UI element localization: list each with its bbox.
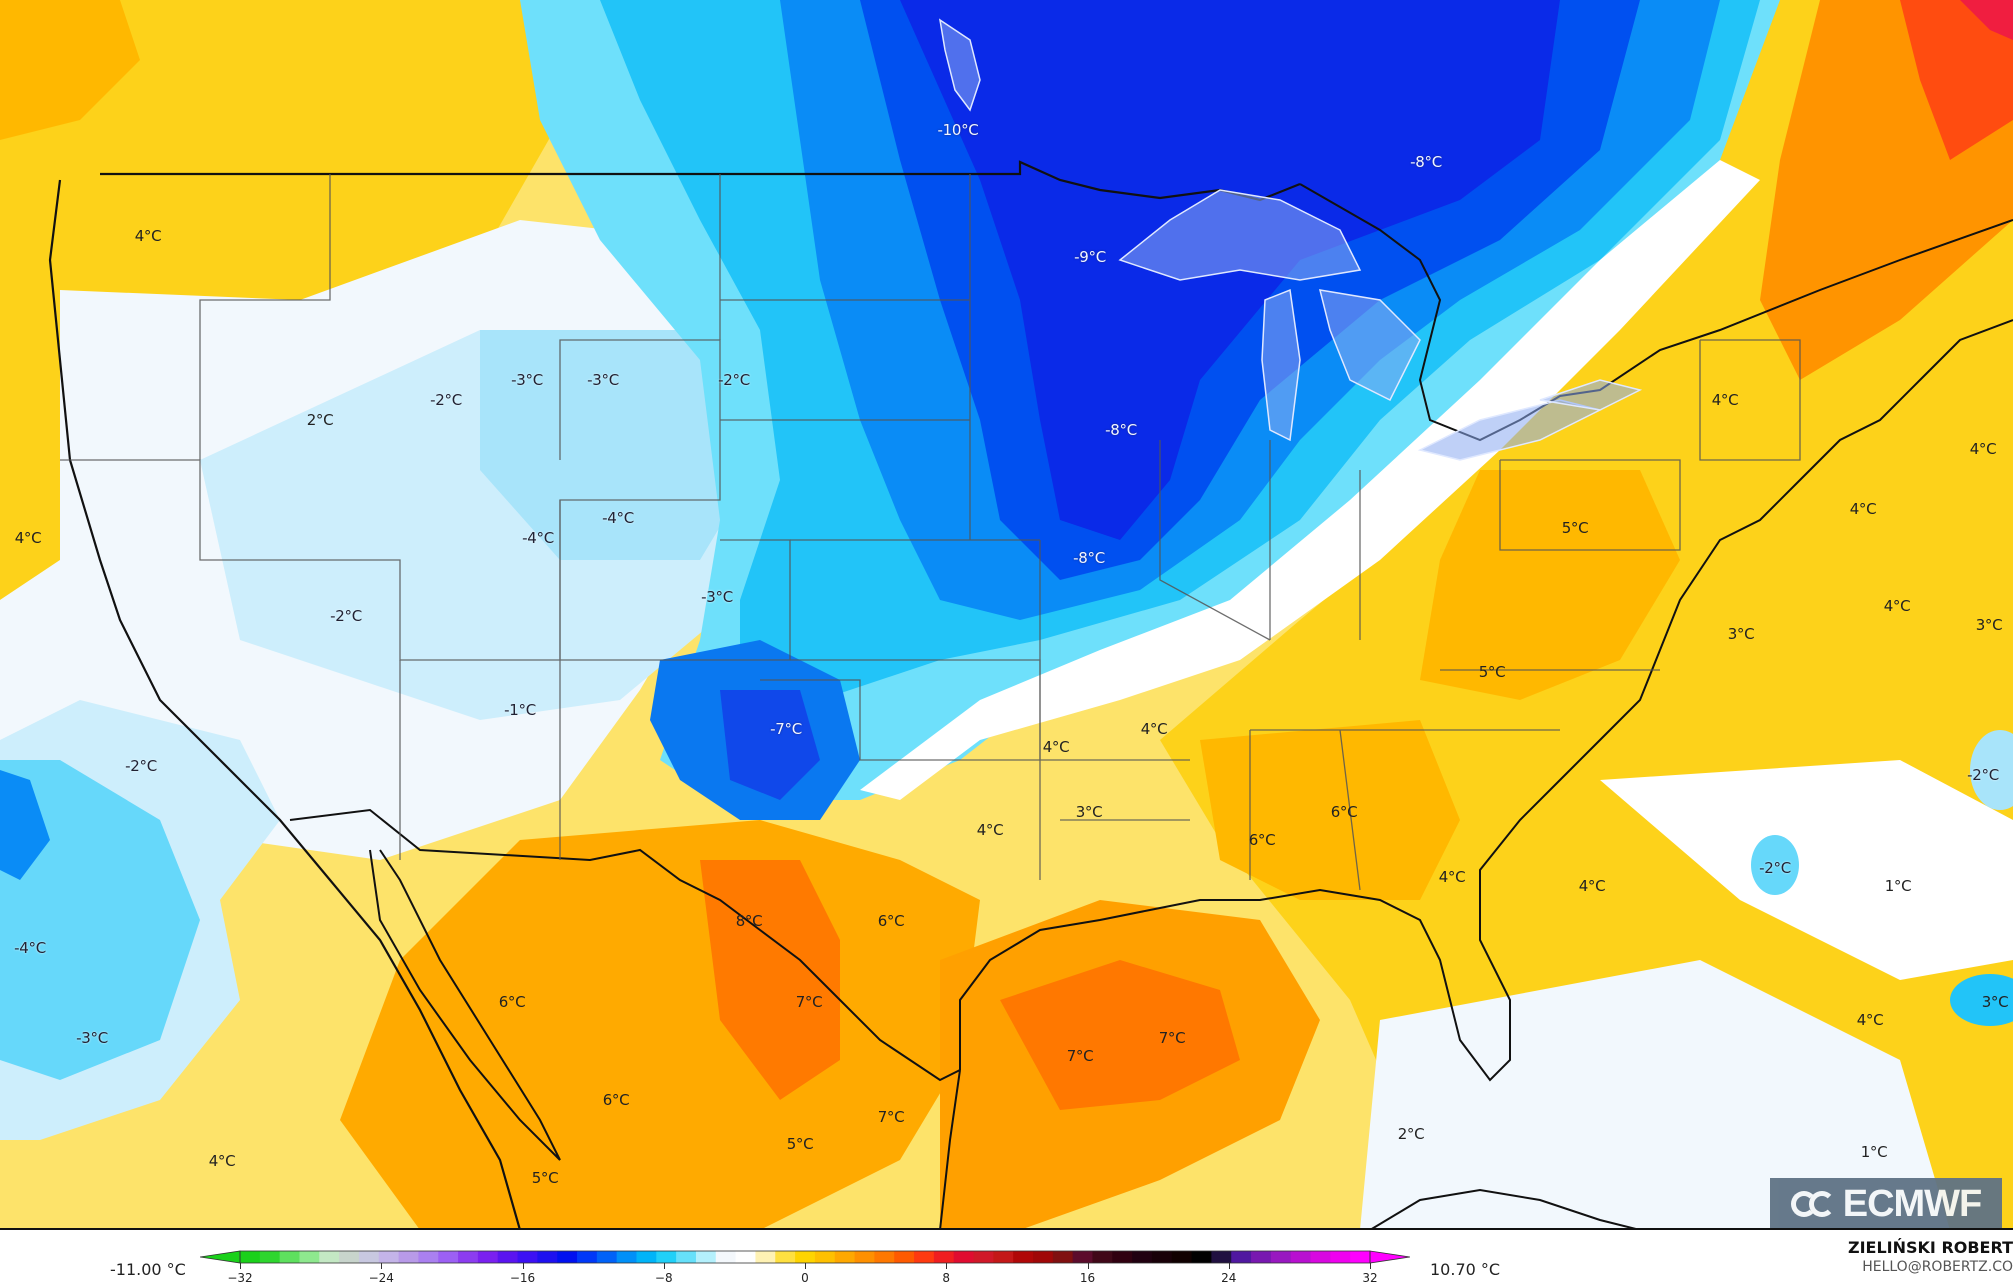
colorbar-tick-mark xyxy=(805,1263,806,1269)
temperature-anomaly-map: -10°C -8°C -9°C 4°C -3°C -3°C -2°C -2°C 2°C -8°C 4… xyxy=(0,0,2013,1230)
temperature-label: -2°C xyxy=(718,371,750,389)
temperature-label: 4°C xyxy=(1883,597,1911,615)
colorbar-tick-label: −8 xyxy=(654,1271,673,1285)
temperature-label: -2°C xyxy=(330,607,362,625)
colorbar-tick-mark xyxy=(946,1263,948,1269)
temperature-label: 5°C xyxy=(531,1169,559,1187)
temperature-label: -2°C xyxy=(125,757,157,775)
temperature-label: 6°C xyxy=(602,1091,630,1109)
colorbar-tick-mark xyxy=(663,1263,665,1269)
temperature-label: -2°C xyxy=(1967,766,1999,784)
temperature-label: -2°C xyxy=(430,391,462,409)
colorbar-tick-mark xyxy=(1228,1263,1230,1269)
colorbar-tick-label: −16 xyxy=(509,1271,536,1285)
temperature-label: 4°C xyxy=(1849,500,1877,518)
colorbar-tick-mark xyxy=(381,1263,383,1269)
ecmwf-logo-icon xyxy=(1790,1191,1837,1217)
temperature-label: -9°C xyxy=(1074,248,1106,266)
temperature-label: 7°C xyxy=(877,1108,905,1126)
temperature-label: -1°C xyxy=(504,701,536,719)
colorbar-tick-label: 16 xyxy=(1079,1271,1096,1285)
temperature-label: -8°C xyxy=(1105,421,1137,439)
temperature-label: 8°C xyxy=(735,912,763,930)
colorbar-tick-label: 32 xyxy=(1362,1271,1378,1285)
colorbar-tick-label: 8 xyxy=(942,1271,951,1285)
temperature-label: 6°C xyxy=(877,912,905,930)
colorbar xyxy=(200,1250,1410,1264)
temperature-label: 4°C xyxy=(1969,440,1997,458)
temperature-label: 4°C xyxy=(1438,868,1466,886)
temperature-label: 4°C xyxy=(14,529,42,547)
temperature-label: -4°C xyxy=(522,529,554,547)
temperature-label: 3°C xyxy=(1727,625,1755,643)
temperature-label: 5°C xyxy=(786,1135,814,1153)
temperature-label: -2°C xyxy=(1759,859,1791,877)
colorbar-tick-mark xyxy=(1087,1263,1089,1269)
temperature-label: 4°C xyxy=(1578,877,1606,895)
min-value-label: -11.00 °C xyxy=(110,1260,186,1279)
temperature-label: -3°C xyxy=(511,371,543,389)
ecmwf-logo: ECMWF xyxy=(1770,1178,2002,1228)
temperature-label: -4°C xyxy=(602,509,634,527)
temperature-label: 6°C xyxy=(498,993,526,1011)
temperature-label: 2°C xyxy=(306,411,334,429)
temperature-label: 4°C xyxy=(1140,720,1168,738)
temperature-label: 1°C xyxy=(1860,1143,1888,1161)
colorbar-tick-mark xyxy=(1370,1263,1371,1269)
temperature-label: 4°C xyxy=(1711,391,1739,409)
temperature-field xyxy=(0,0,2013,1228)
temperature-label: 4°C xyxy=(134,227,162,245)
author-credit: ZIELIŃSKI ROBERT HELLO@ROBERTZ.CO xyxy=(1848,1238,2013,1275)
colorbar-tick-mark xyxy=(522,1263,524,1269)
temperature-label: 7°C xyxy=(1066,1047,1094,1065)
temperature-label: 3°C xyxy=(1075,803,1103,821)
temperature-label: 1°C xyxy=(1884,877,1912,895)
temperature-label: 5°C xyxy=(1561,519,1589,537)
temperature-label: -3°C xyxy=(587,371,619,389)
temperature-label: 6°C xyxy=(1330,803,1358,821)
temperature-label: 4°C xyxy=(1042,738,1070,756)
temperature-label: 3°C xyxy=(1975,616,2003,634)
temperature-label: -4°C xyxy=(14,939,46,957)
temperature-label: 4°C xyxy=(1856,1011,1884,1029)
temperature-label: -10°C xyxy=(937,121,979,139)
temperature-label: 5°C xyxy=(1478,663,1506,681)
author-name: ZIELIŃSKI ROBERT xyxy=(1847,1238,2013,1257)
colorbar-tick-label: 24 xyxy=(1221,1271,1237,1285)
colorbar-tick-label: −32 xyxy=(227,1271,253,1285)
temperature-label: 4°C xyxy=(976,821,1004,839)
author-email: HELLO@ROBERTZ.CO xyxy=(1862,1259,2013,1275)
temperature-label: -3°C xyxy=(76,1029,108,1047)
temperature-label: -7°C xyxy=(770,720,802,738)
colorbar-tick-mark xyxy=(240,1263,241,1269)
colorbar-tick-label: −24 xyxy=(368,1271,394,1285)
colorbar-tick-label: 0 xyxy=(801,1271,809,1285)
temperature-label: 2°C xyxy=(1397,1125,1425,1143)
temperature-label: -3°C xyxy=(701,588,733,606)
temperature-label: -8°C xyxy=(1073,549,1105,567)
temperature-label: 6°C xyxy=(1248,831,1276,849)
ecmwf-logo-text: ECMWF xyxy=(1842,1182,1983,1225)
temperature-label: 7°C xyxy=(795,993,823,1011)
temperature-label: 7°C xyxy=(1158,1029,1186,1047)
temperature-label: 4°C xyxy=(208,1152,236,1170)
temperature-label: 3°C xyxy=(1981,993,2009,1011)
max-value-label: 10.70 °C xyxy=(1430,1260,1501,1279)
temperature-label: -8°C xyxy=(1410,153,1442,171)
